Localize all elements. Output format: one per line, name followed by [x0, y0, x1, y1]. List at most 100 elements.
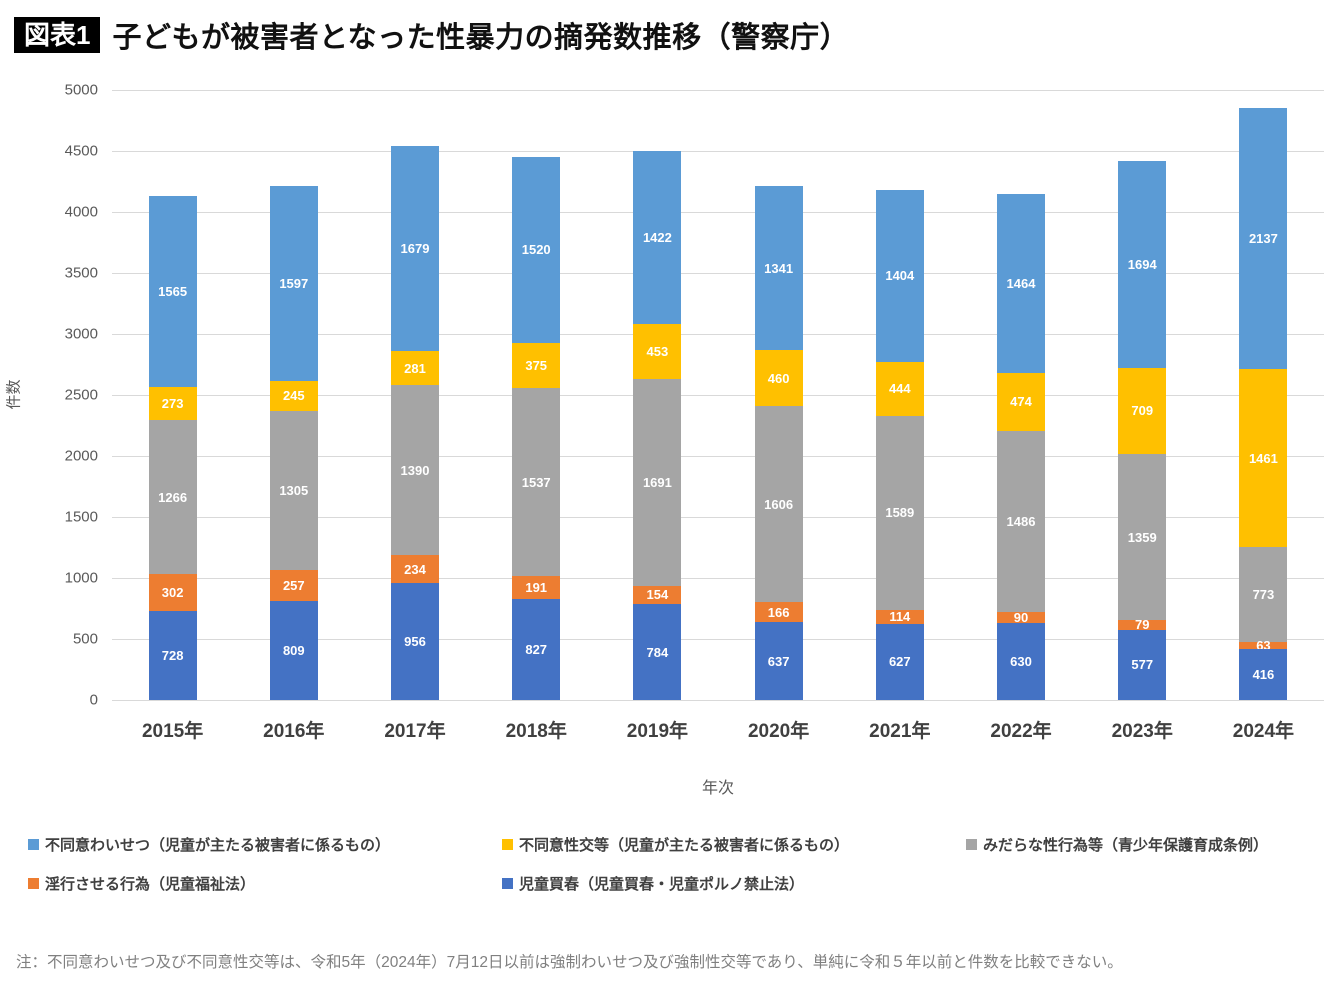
bar-segment: 1679 [391, 146, 439, 351]
x-tick-label: 2018年 [505, 721, 567, 742]
segment-value-label: 474 [1010, 394, 1032, 410]
segment-value-label: 1520 [521, 242, 551, 258]
footnote: 注：不同意わいせつ及び不同意性交等は、令和5年（2024年）7月12日以前は強制… [16, 954, 1123, 971]
x-tick-label: 2024年 [1232, 721, 1295, 742]
segment-value-label: 114 [889, 609, 911, 625]
segment-value-label: 1606 [764, 496, 794, 512]
segment-value-label: 453 [646, 344, 669, 360]
x-tick-label: 2022年 [990, 721, 1052, 742]
bar-segment: 79 [1118, 617, 1167, 633]
y-tick-label: 1500 [64, 508, 98, 526]
segment-value-label: 1565 [158, 283, 188, 299]
x-tick-label: 2021年 [869, 721, 931, 742]
legend-swatch-icon [966, 839, 977, 850]
segment-value-label: 728 [161, 648, 184, 664]
gridline [112, 456, 1324, 457]
y-tick-label: 5000 [64, 81, 98, 99]
segment-value-label: 191 [525, 579, 548, 595]
stacked-bars: 728 302 1266 273 1565 809 257 1305 245 1597 956 234… [112, 90, 1324, 700]
bar-segment: 1486 [997, 430, 1046, 613]
bar-segment: 1537 [512, 388, 561, 576]
bar-segment: 1341 [754, 186, 803, 351]
bar-segment: 154 [633, 585, 682, 605]
segment-value-label: 234 [404, 561, 426, 577]
bar-segment: 773 [1239, 547, 1288, 642]
figure-tag: 図表1 [14, 16, 101, 54]
x-tick-label: 2019年 [626, 721, 689, 742]
bar-segment: 453 [633, 324, 682, 380]
x-axis-labels: 2015年 2016年 2017年 2018年 2019年 2020年 2021年 2022年… [112, 716, 1324, 743]
x-tick-label: 2016年 [263, 721, 325, 742]
segment-value-label: 79 [1134, 617, 1150, 633]
bar-band: 784 154 1691 453 1422 [597, 90, 718, 700]
segment-value-label: 444 [888, 381, 911, 397]
bar-segment: 1691 [633, 379, 682, 586]
segment-value-label: 1461 [1248, 450, 1278, 466]
bar-band: 809 257 1305 245 1597 [233, 90, 354, 700]
gridlines [112, 90, 1324, 701]
segment-value-label: 2137 [1248, 231, 1278, 247]
y-tick-label: 2500 [64, 386, 98, 404]
legend-swatch-icon [28, 839, 39, 850]
x-axis-title: 年次 [701, 780, 734, 797]
bar-segment: 166 [754, 602, 803, 623]
legend: 不同意わいせつ（児童が主たる被害者に係るもの） 不同意性交等（児童が主たる被害者に… [28, 834, 1324, 894]
bar-segment: 577 [1118, 629, 1167, 700]
segment-value-label: 302 [161, 585, 184, 601]
segment-value-label: 1464 [1006, 276, 1036, 292]
bar-segment: 416 [1239, 649, 1288, 700]
bar-segment: 474 [997, 373, 1046, 431]
bar-segment: 302 [148, 574, 197, 612]
bar-segment: 444 [875, 361, 924, 416]
legend-item: 児童買春（児童買春・児童ポルノ禁止法） [502, 873, 966, 894]
bar-segment: 1390 [391, 385, 439, 555]
gridline [112, 395, 1324, 396]
gridline [112, 212, 1324, 213]
segment-value-label: 1305 [279, 482, 309, 498]
x-tick-label: 2017年 [384, 721, 446, 742]
y-tick-label: 4500 [64, 142, 98, 160]
segment-value-label: 416 [1252, 667, 1275, 683]
segment-value-label: 257 [282, 578, 305, 594]
bar-segment: 257 [269, 569, 318, 602]
segment-value-label: 809 [282, 643, 305, 659]
legend-swatch-icon [502, 878, 513, 889]
stacked-bar-2022年: 630 90 1486 474 1464 [997, 194, 1046, 700]
segment-value-label: 1266 [158, 489, 188, 505]
segment-value-label: 375 [525, 357, 548, 373]
y-tick-label: 500 [72, 630, 98, 648]
stacked-bar-2017年: 956 234 1390 281 1679 [391, 146, 439, 700]
segment-value-label: 627 [888, 654, 911, 670]
plot-area: 728 302 1266 273 1565 809 257 1305 245 1597 956 234… [112, 90, 1324, 701]
y-tick-label: 4000 [64, 203, 98, 221]
gridline [112, 700, 1324, 701]
legend-label: 不同意わいせつ（児童が主たる被害者に係るもの） [45, 837, 391, 854]
segment-value-label: 637 [767, 653, 790, 669]
bar-segment: 709 [1118, 367, 1167, 455]
gridline [112, 334, 1324, 335]
chart-header: 図表1 子どもが被害者となった性暴力の摘発数推移（警察庁） [14, 14, 849, 56]
segment-value-label: 1691 [642, 474, 672, 490]
bar-segment: 627 [875, 623, 924, 700]
x-tick-label: 2023年 [1111, 721, 1173, 742]
bar-band: 627 114 1589 444 1404 [839, 90, 960, 700]
legend-item: みだらな性行為等（青少年保護育成条例） [966, 834, 1324, 855]
bar-segment: 90 [997, 610, 1046, 625]
gridline [112, 639, 1324, 640]
bar-segment: 191 [512, 575, 561, 600]
legend-swatch-icon [28, 878, 39, 889]
bar-segment: 460 [754, 350, 803, 407]
segment-value-label: 709 [1131, 403, 1154, 419]
bar-segment: 375 [512, 342, 561, 389]
bar-band: 637 166 1606 460 1341 [718, 90, 839, 700]
bar-band: 827 191 1537 375 1520 [476, 90, 597, 700]
gridline [112, 578, 1324, 579]
legend-label: 不同意性交等（児童が主たる被害者に係るもの） [519, 837, 850, 854]
stacked-bar-2024年: 416 63 773 1461 2137 [1239, 108, 1288, 700]
bar-segment: 827 [512, 599, 561, 700]
y-tick-label: 3000 [64, 325, 98, 343]
bar-segment: 1305 [269, 410, 318, 570]
legend-swatch-icon [502, 839, 513, 850]
segment-value-label: 1694 [1127, 256, 1157, 272]
